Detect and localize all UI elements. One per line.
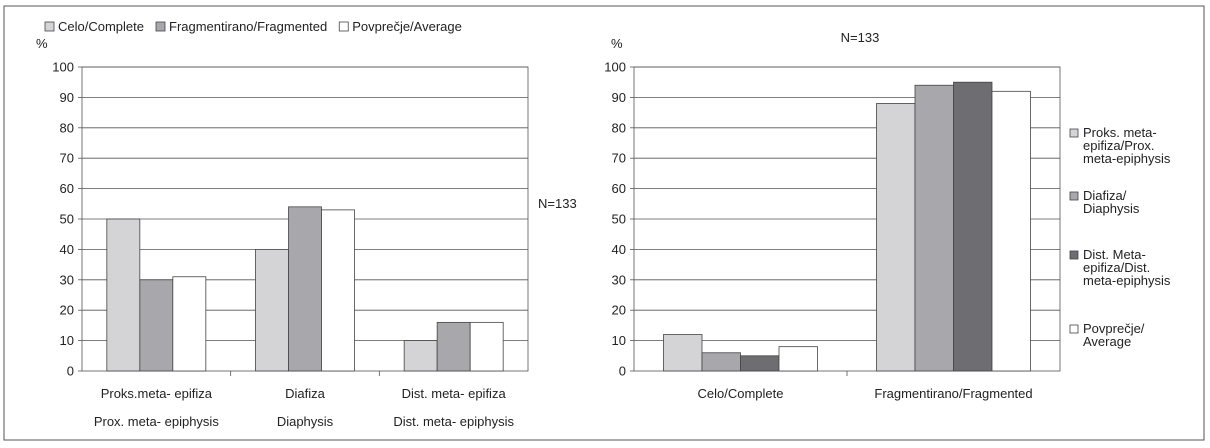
chart-left-y-tick-label: 20 [60, 303, 74, 318]
chart-left-bar [255, 248, 289, 372]
chart-right-y-unit: % [611, 36, 623, 51]
chart-left-y-tick-label: 90 [60, 90, 74, 105]
chart-right-y-tick-label: 50 [612, 212, 626, 227]
chart-left-y-tick-label: 30 [60, 272, 74, 287]
chart-left-y-unit: % [36, 36, 48, 51]
chart-right-title: N=133 [841, 30, 880, 45]
chart-left-legend-label: Povprečje/Average [352, 19, 462, 34]
chart-right-legend-label: Diafiza/ [1083, 188, 1127, 203]
chart-left-bar [469, 321, 504, 372]
chart-right-legend-label: epifiza/Dist. [1083, 260, 1150, 275]
chart-right-legend-label: meta-epiphysis [1083, 151, 1171, 166]
chart-right-x-tick-label: Celo/Complete [698, 386, 784, 401]
chart-right-y-tick-label: 0 [619, 364, 626, 379]
chart-right-legend-label: Proks. meta- [1083, 125, 1157, 140]
chart-left-annotation: N=133 [538, 196, 577, 211]
chart-right-legend-label: meta-epiphysis [1083, 273, 1171, 288]
chart-right-x-tick-label: Fragmentirano/Fragmented [874, 386, 1032, 401]
chart-right-legend-label: Diaphysis [1083, 201, 1140, 216]
chart-right-y-tick-label: 30 [612, 272, 626, 287]
chart-left-legend-label: Celo/Complete [58, 19, 144, 34]
chart-left-x-tick-label-en: Diaphysis [277, 414, 334, 429]
chart-left-y-tick-label: 60 [60, 181, 74, 196]
chart-right-bar [991, 90, 1031, 372]
chart-left-legend-swatch [338, 21, 349, 32]
chart-left-x-tick-label: Dist. meta- epifiza [402, 386, 507, 401]
chart-left-bar [106, 218, 141, 372]
chart-left-y-tick-label: 40 [60, 242, 74, 257]
chart-right-y-tick-label: 80 [612, 120, 626, 135]
chart-right-legend-swatch [1069, 324, 1079, 334]
chart-right-y-tick-label: 10 [612, 333, 626, 348]
chart-right-bar [663, 334, 703, 372]
chart-left-bar [403, 340, 438, 372]
chart-right-y-tick-label: 100 [604, 60, 626, 75]
chart-left-bar [436, 321, 471, 372]
chart-right-legend-swatch [1069, 250, 1079, 260]
chart-right-legend-label: Dist. Meta- [1083, 247, 1146, 262]
chart-right-legend-swatch [1069, 128, 1079, 138]
chart-left-legend-swatch [155, 21, 166, 32]
chart-right-bar [740, 355, 780, 372]
chart-right-legend-label: Povprečje/ [1083, 321, 1145, 336]
chart-left-x-tick-label-en: Dist. meta- epiphysis [393, 414, 514, 429]
chart-right-bar [778, 346, 818, 372]
chart-left-legend-swatch [44, 21, 55, 32]
chart-right-y-tick-label: 40 [612, 242, 626, 257]
chart-right-bar [953, 81, 993, 372]
chart-left: 0 10 20 30 40 50 60 70 80 90 100 Proks.meta- epifiz… [44, 19, 529, 429]
chart-right-bar [876, 103, 916, 372]
chart-left-legend-label: Fragmentirano/Fragmented [169, 19, 327, 34]
chart-right-bar [914, 84, 954, 372]
chart-right-y-tick-label: 60 [612, 181, 626, 196]
chart-left-x-tick-label: Diafiza [285, 386, 326, 401]
chart-right-y-tick-label: 90 [612, 90, 626, 105]
chart-left-bar [288, 206, 322, 372]
chart-left-y-tick-label: 100 [52, 60, 74, 75]
chart-left-x-tick-label-en: Prox. meta- epiphysis [94, 414, 219, 429]
chart-left-y-tick-label: 50 [60, 212, 74, 227]
chart-right-y-tick-label: 70 [612, 151, 626, 166]
chart-right-y-tick-label: 20 [612, 303, 626, 318]
chart-left-bar [139, 279, 174, 372]
chart-left-x-tick-label: Proks.meta- epifiza [101, 386, 213, 401]
chart-right: 0 10 20 30 40 50 60 70 80 90 100 Celo/Complete Fragm… [604, 60, 1171, 402]
chart-right-legend-swatch [1069, 191, 1079, 201]
chart-left-y-tick-label: 80 [60, 120, 74, 135]
chart-right-legend-label: Average [1083, 334, 1131, 349]
chart-left-bar [172, 276, 207, 372]
chart-right-legend-label: epifiza/Prox. [1083, 138, 1155, 153]
chart-left-bar [321, 209, 355, 372]
chart-left-y-tick-label: 10 [60, 333, 74, 348]
chart-left-y-tick-label: 70 [60, 151, 74, 166]
chart-left-y-tick-label: 0 [67, 364, 74, 379]
chart-right-bar [701, 352, 741, 372]
